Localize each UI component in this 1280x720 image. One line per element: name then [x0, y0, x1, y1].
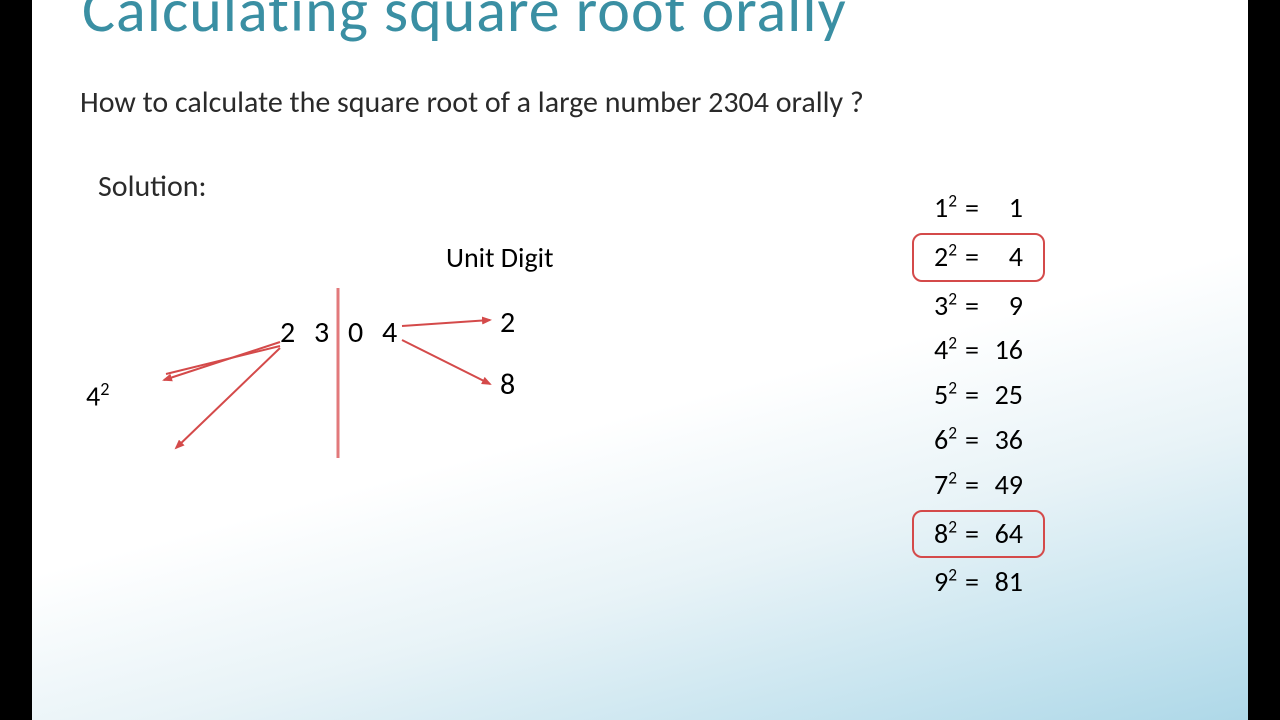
sq-exp: 2: [948, 332, 957, 354]
squares-table: 12=122=432=942=1652=2562=3672=4982=6492=…: [912, 186, 1045, 605]
equals: =: [965, 239, 979, 274]
slide: Calculating square root orally How to ca…: [32, 0, 1248, 720]
square-row: 62 =36: [912, 418, 1045, 463]
equals: =: [965, 467, 979, 502]
equals: =: [965, 422, 979, 457]
sq-value: 36: [987, 418, 1023, 463]
arrow: [176, 348, 280, 448]
sq-exp: 2: [948, 190, 957, 212]
sq-value: 49: [987, 463, 1023, 508]
equals: =: [965, 377, 979, 412]
sq-exp: 2: [948, 515, 957, 537]
sq-value: 25: [987, 373, 1023, 418]
sq-value: 1: [987, 186, 1023, 231]
sq-exp: 2: [948, 377, 957, 399]
sq-base: 2: [934, 239, 948, 274]
unit-digit-label: Unit Digit: [446, 240, 553, 275]
candidate-bottom: 8: [500, 366, 515, 403]
sq-base: 1: [934, 190, 948, 225]
sq-exp: 2: [948, 287, 957, 309]
main-number: 2 3 0 4: [280, 314, 403, 351]
sq-exp: 2: [948, 564, 957, 586]
sq-exp: 2: [948, 422, 957, 444]
sq-value: 81: [987, 560, 1023, 605]
left-square-base: 4: [86, 378, 100, 413]
sq-exp: 2: [948, 238, 957, 260]
sq-value: 64: [987, 512, 1023, 557]
square-row: 72 =49: [912, 463, 1045, 508]
sq-base: 3: [934, 288, 948, 323]
solution-label: Solution:: [98, 168, 207, 205]
arrow: [164, 342, 280, 380]
question-text: How to calculate the square root of a la…: [80, 84, 864, 121]
equals: =: [965, 288, 979, 323]
sq-base: 9: [934, 564, 948, 599]
arrow: [402, 320, 490, 326]
equals: =: [965, 190, 979, 225]
sq-value: 16: [987, 328, 1023, 373]
sq-value: 9: [987, 284, 1023, 329]
sq-base: 6: [934, 422, 948, 457]
square-row: 42 =16: [912, 328, 1045, 373]
sq-exp: 2: [948, 466, 957, 488]
square-row: 82 =64: [912, 510, 1045, 559]
slide-title: Calculating square root orally: [82, 0, 847, 48]
equals: =: [965, 516, 979, 551]
sq-base: 4: [934, 332, 948, 367]
square-row: 92 =81: [912, 560, 1045, 605]
left-square-exp: 2: [100, 378, 109, 400]
sq-value: 4: [987, 235, 1023, 280]
arrow-extra: [166, 346, 280, 374]
arrow: [402, 340, 490, 384]
square-row: 52 =25: [912, 373, 1045, 418]
square-row: 22 =4: [912, 233, 1045, 282]
square-row: 32 =9: [912, 284, 1045, 329]
sq-base: 8: [934, 516, 948, 551]
sq-base: 5: [934, 377, 948, 412]
equals: =: [965, 332, 979, 367]
sq-base: 7: [934, 467, 948, 502]
square-row: 12=1: [912, 186, 1045, 231]
left-square: 42: [86, 378, 109, 413]
candidate-top: 2: [500, 304, 515, 341]
equals: =: [965, 564, 979, 599]
